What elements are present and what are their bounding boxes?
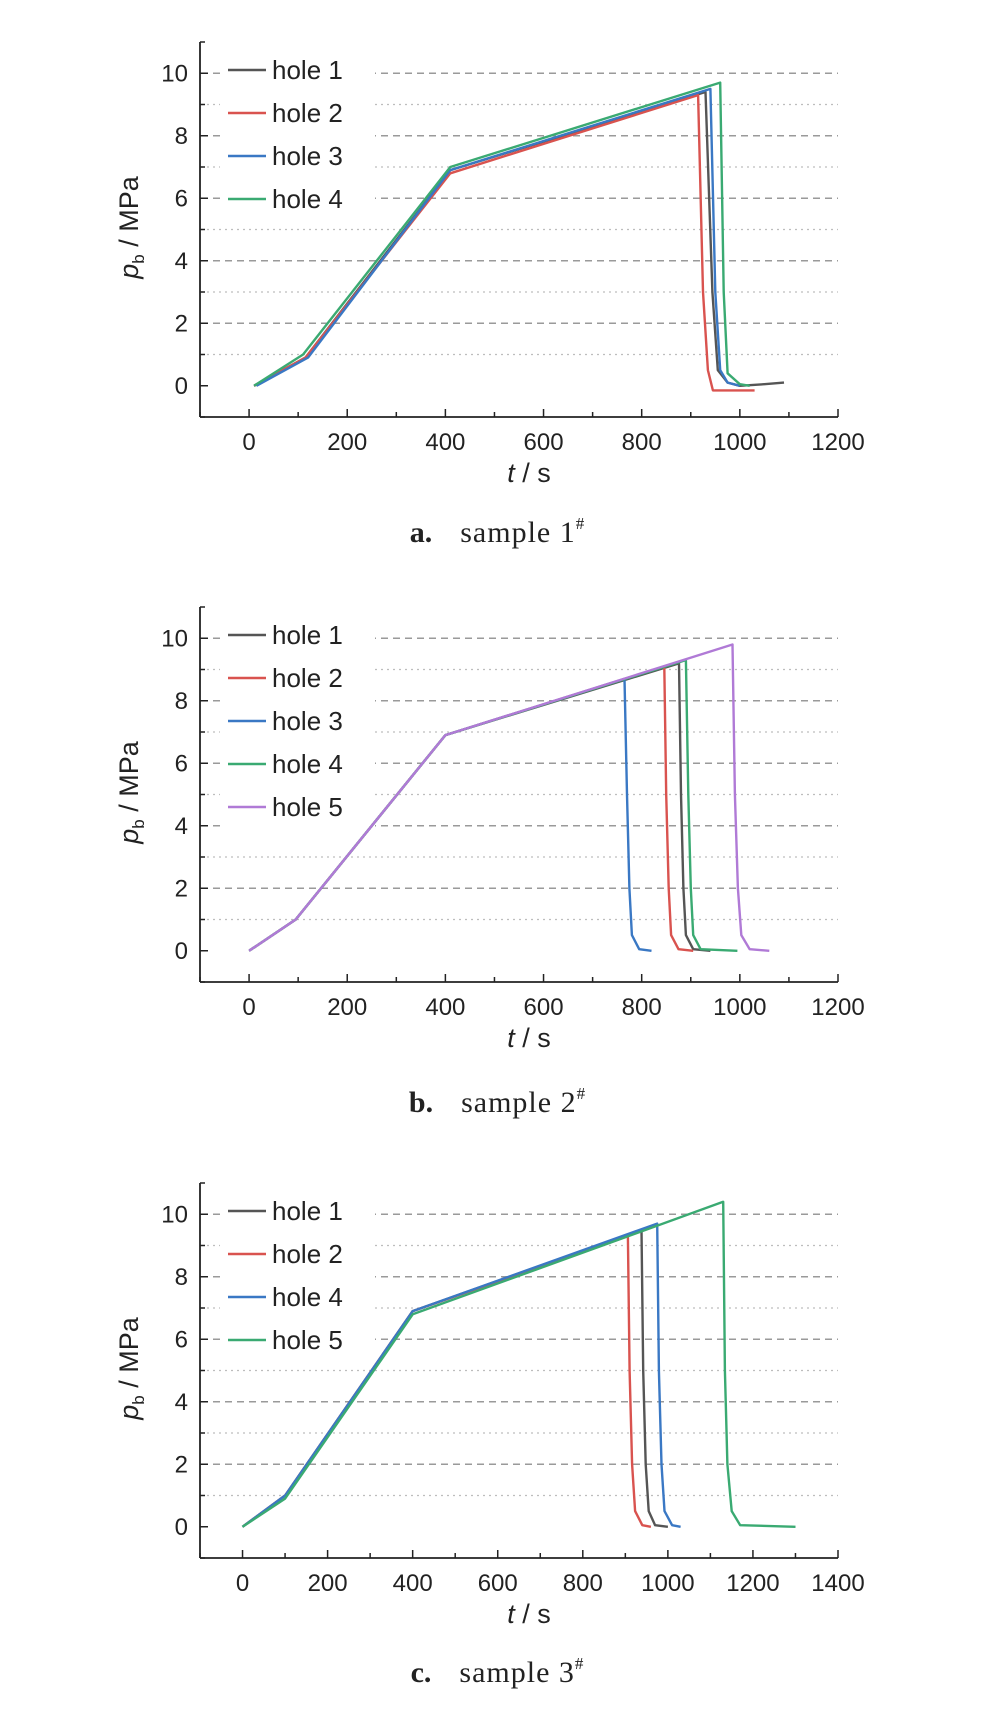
legend-label: hole 3 [272,706,343,736]
x-tick-label: 800 [622,429,662,456]
x-tick-label: 0 [242,429,255,456]
y-tick-label: 4 [175,248,188,275]
x-tick-label: 0 [242,994,255,1021]
panel-caption: c. sample 3# [411,1654,584,1689]
x-axis-label: t / s [507,1599,551,1629]
y-tick-label: 0 [175,938,188,965]
y-tick-label: 8 [175,688,188,715]
x-tick-label: 1000 [641,1570,694,1597]
y-tick-label: 10 [161,625,188,652]
x-tick-label: 600 [524,994,564,1021]
x-tick-label: 200 [327,994,367,1021]
x-tick-label: 1400 [811,1570,864,1597]
x-tick-label: 600 [478,1570,518,1597]
x-tick-label: 1000 [713,429,766,456]
y-tick-label: 0 [175,373,188,400]
y-axis-label: pb / MPa [114,1316,148,1421]
legend-label: hole 2 [272,663,343,693]
legend-label: hole 1 [272,1196,343,1226]
y-tick-label: 4 [175,1389,188,1416]
series-line-hole-2 [253,93,755,392]
legend-box [220,613,375,832]
y-tick-label: 2 [175,875,188,902]
y-tick-label: 2 [175,1451,188,1478]
chart-panel-3: 0 2 4 6 8 10 0 200 400 600 800 1000 1200 1400 pb / MPa… [114,1182,865,1689]
x-tick-label: 1200 [811,994,864,1021]
legend-label: hole 3 [272,141,343,171]
panel-caption: b. sample 2# [409,1084,586,1119]
legend-label: hole 1 [272,620,343,650]
y-tick-label: 4 [175,813,188,840]
legend-label: hole 4 [272,184,343,214]
series-line-hole-5 [241,1200,796,1528]
y-tick-label: 8 [175,123,188,150]
x-tick-label: 1000 [713,994,766,1021]
y-tick-label: 10 [161,60,188,87]
panel-caption: a. sample 1# [410,514,585,549]
y-tick-label: 6 [175,1326,188,1353]
y-tick-label: 2 [175,310,188,337]
x-tick-label: 1200 [726,1570,779,1597]
x-tick-label: 200 [327,429,367,456]
series-line-hole-4 [241,1222,681,1528]
series-line-hole-4 [253,81,750,387]
y-tick-label: 10 [161,1201,188,1228]
legend-label: hole 5 [272,1325,343,1355]
x-tick-label: 1200 [811,429,864,456]
legend-label: hole 1 [272,55,343,85]
legend-label: hole 4 [272,749,343,779]
x-tick-label: 400 [425,429,465,456]
y-tick-label: 8 [175,1264,188,1291]
x-tick-label: 400 [393,1570,433,1597]
y-axis-label: pb / MPa [114,740,148,845]
legend-label: hole 4 [272,1282,343,1312]
series-line-hole-5 [248,643,770,952]
x-tick-label: 800 [622,994,662,1021]
legend-label: hole 5 [272,792,343,822]
x-tick-label: 600 [524,429,564,456]
chart-panel-2: 0 2 4 6 8 10 0 200 400 600 800 1000 1200 pb / MPa t / … [114,606,865,1119]
x-axis-label: t / s [507,1023,551,1053]
legend-label: hole 2 [272,1239,343,1269]
series-line-hole-3 [255,87,741,387]
legend-box [220,48,375,224]
y-tick-label: 0 [175,1514,188,1541]
x-axis-label: t / s [507,458,551,488]
legend-label: hole 2 [272,98,343,128]
x-tick-label: 200 [308,1570,348,1597]
x-tick-label: 400 [425,994,465,1021]
y-tick-label: 6 [175,750,188,777]
x-tick-label: 0 [236,1570,249,1597]
legend-box [220,1189,375,1365]
chart-panel-1: 0 2 4 6 8 10 0 200 400 600 800 1000 1200 pb / MPa t / … [114,41,865,549]
x-tick-label: 800 [563,1570,603,1597]
y-axis-label: pb / MPa [114,175,148,280]
y-tick-label: 6 [175,185,188,212]
